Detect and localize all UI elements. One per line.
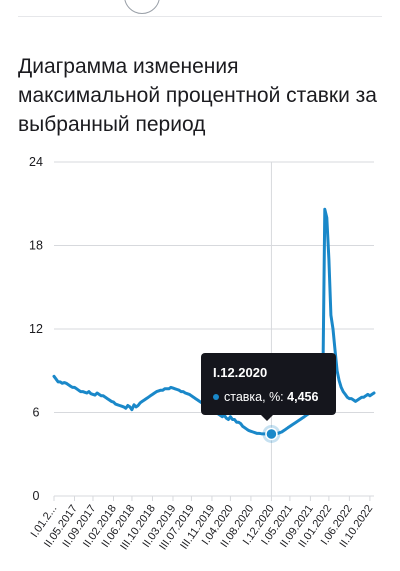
rate-chart[interactable]: 0 6 12 18 24 I.01.2... II.05.2017 II.09.2017 II.…	[0, 150, 400, 571]
divider	[18, 16, 382, 17]
tooltip-date: I.12.2020	[213, 365, 268, 380]
top-bar	[0, 0, 400, 18]
series-dot-icon	[213, 394, 219, 400]
chart-svg[interactable]: 06121824I.01.2...II.05.2017II.09.2017II.…	[0, 150, 400, 571]
y-tick-label: 18	[29, 239, 43, 253]
y-tick-label: 12	[29, 322, 43, 336]
tooltip-row: ставка, %: 4,456	[213, 390, 318, 404]
page-title: Диаграмма изменения максимальной процент…	[18, 55, 377, 136]
chart-tooltip: I.12.2020 ставка, %: 4,456	[201, 353, 336, 421]
y-tick-label: 24	[29, 155, 43, 169]
y-tick-label: 0	[33, 489, 40, 503]
tooltip-series-label: ставка, %:	[224, 390, 284, 404]
highlight-point	[265, 427, 278, 441]
y-tick-label: 6	[33, 406, 40, 420]
emblem-icon	[124, 0, 160, 14]
tooltip-value: 4,456	[287, 390, 319, 404]
